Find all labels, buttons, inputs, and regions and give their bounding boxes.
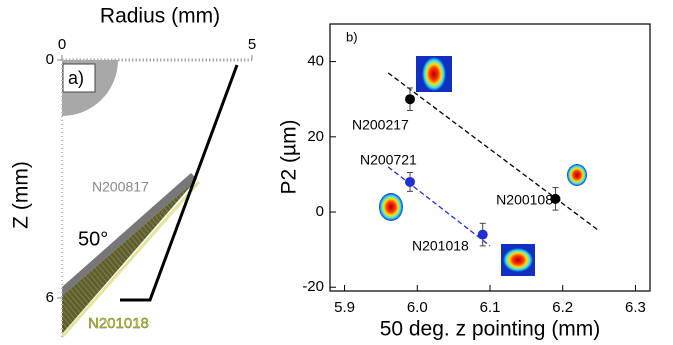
x-tick-label: 5.9 bbox=[334, 299, 355, 316]
layer-label: N200817 bbox=[92, 179, 149, 195]
point bbox=[478, 230, 488, 240]
point-label: N201018 bbox=[412, 238, 469, 254]
beam-spot bbox=[567, 164, 587, 186]
point-label: N200108 bbox=[496, 192, 553, 208]
angle-label: 50° bbox=[78, 228, 108, 250]
y-tick-label: 40 bbox=[307, 53, 324, 70]
y-axis-label: Z (mm) bbox=[10, 161, 33, 229]
point-label: N200217 bbox=[352, 117, 409, 133]
olive-layer bbox=[62, 179, 197, 334]
page: {"chart_data": [ {"type": "schematic", "… bbox=[0, 0, 673, 345]
point-label: N200721 bbox=[360, 152, 417, 168]
x-axis-label: Radius (mm) bbox=[100, 5, 220, 28]
x-tick-label: 0 bbox=[58, 36, 66, 53]
y-tick-label: 20 bbox=[307, 128, 324, 145]
x-tick-label: 6.1 bbox=[480, 299, 501, 316]
point bbox=[405, 177, 415, 187]
fit-line bbox=[388, 167, 490, 246]
yellow-edge bbox=[62, 182, 199, 337]
point bbox=[550, 194, 560, 204]
x-tick-label: 6.3 bbox=[625, 299, 646, 316]
y-tick-label: 6 bbox=[46, 289, 54, 306]
figure: a) N200817 50° N201018 Radius (mm) Z (mm… bbox=[0, 0, 673, 345]
y-tick-label: -20 bbox=[302, 278, 324, 295]
x-tick-label: 5 bbox=[248, 36, 256, 53]
y-axis-label: P2 (µm) bbox=[278, 119, 301, 194]
panel-label: a) bbox=[68, 68, 84, 88]
panel-label: b) bbox=[346, 29, 358, 44]
beam-spot bbox=[422, 57, 446, 91]
x-axis-label: 50 deg. z pointing (mm) bbox=[380, 318, 601, 341]
y-tick-label: 0 bbox=[316, 203, 324, 220]
beam-spot bbox=[379, 193, 403, 221]
x-tick-label: 6.0 bbox=[407, 299, 428, 316]
point bbox=[405, 94, 415, 104]
y-tick-label: 0 bbox=[46, 51, 54, 68]
layer-label: N201018 bbox=[88, 315, 149, 332]
fit-line bbox=[388, 73, 599, 231]
beam-spot bbox=[503, 248, 533, 272]
x-tick-label: 6.2 bbox=[552, 299, 573, 316]
